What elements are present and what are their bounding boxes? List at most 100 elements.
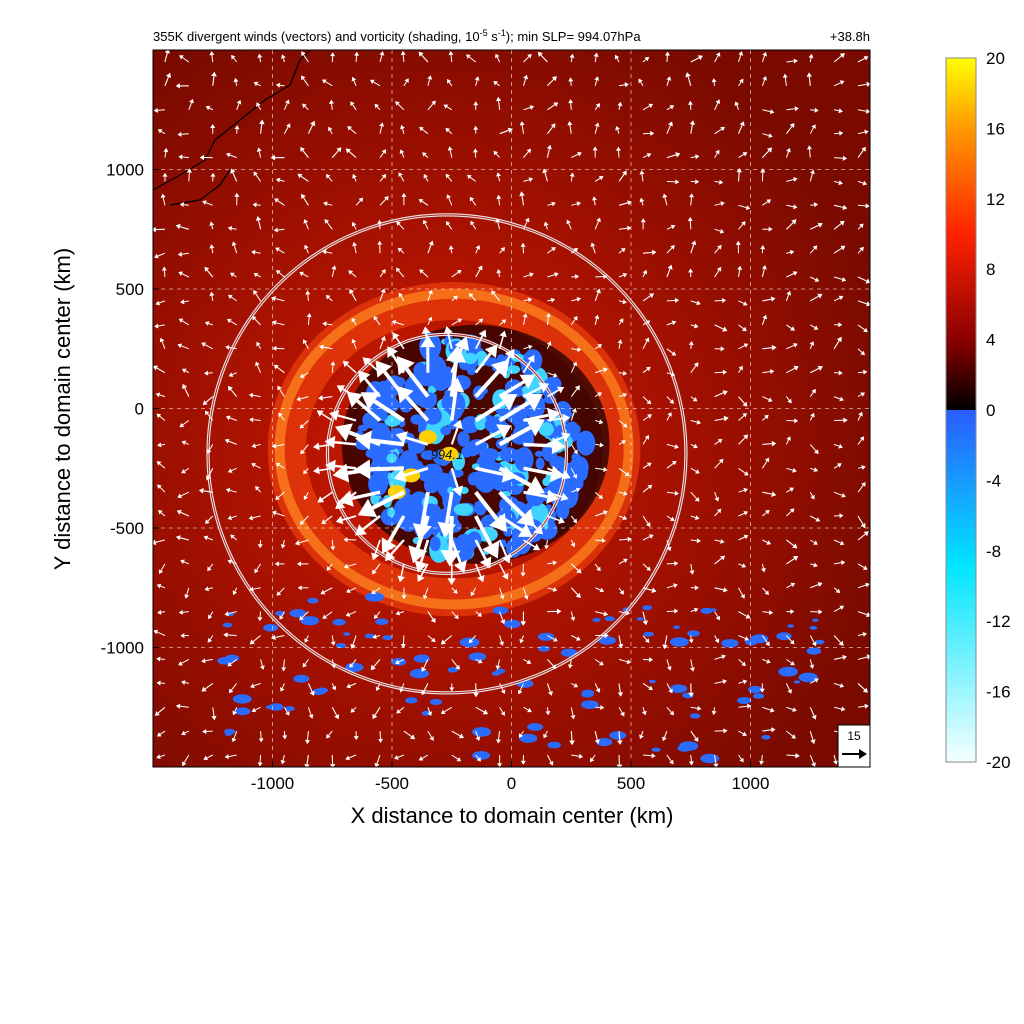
wind-vector (762, 396, 773, 402)
wind-vector (467, 174, 477, 182)
wind-vector (569, 53, 575, 63)
negative-vorticity-blob (429, 699, 442, 705)
wind-vector (786, 508, 795, 517)
wind-vector (833, 396, 844, 402)
wind-vector (690, 396, 698, 402)
wind-vector (547, 297, 556, 303)
wind-vector (738, 534, 749, 541)
negative-vorticity-blob (479, 448, 500, 461)
wind-vector (210, 172, 216, 182)
wind-vector (158, 563, 166, 574)
wind-vector (474, 539, 492, 569)
wind-vector (451, 269, 462, 278)
wind-vector (570, 361, 578, 373)
wind-vector (201, 682, 214, 692)
wind-vector (322, 611, 333, 619)
wind-vector (738, 659, 746, 667)
wind-vector (785, 683, 792, 694)
wind-vector (833, 605, 845, 613)
wind-vector (809, 659, 815, 669)
wind-vector (423, 173, 429, 182)
wind-vector (153, 629, 166, 636)
wind-vector (638, 78, 644, 87)
wind-vector (469, 196, 477, 206)
x-tick-label: -500 (375, 774, 409, 793)
wind-vector (546, 341, 552, 349)
negative-vorticity-blob (289, 609, 307, 618)
wind-vector (351, 317, 357, 326)
wind-vector (547, 515, 565, 524)
wind-vector (184, 587, 190, 599)
wind-vector (473, 683, 479, 698)
wind-vector (666, 608, 679, 614)
vorticity-max-spot (418, 430, 437, 445)
wind-vector (249, 635, 261, 645)
wind-vector (523, 706, 532, 713)
wind-vector (177, 343, 189, 350)
wind-vector (762, 610, 774, 615)
wind-vector (395, 431, 429, 446)
wind-vector (355, 430, 405, 451)
wind-vector (418, 199, 429, 206)
wind-vector (666, 224, 676, 230)
wind-vector (398, 292, 405, 302)
wind-vector (231, 730, 238, 743)
negative-vorticity-blob (527, 723, 543, 731)
wind-vector (203, 754, 214, 761)
wind-vector (618, 658, 632, 665)
wind-vector (617, 339, 623, 349)
wind-vector (808, 53, 814, 63)
wind-vector (519, 635, 524, 644)
wind-vector (178, 271, 190, 278)
wind-vector (182, 754, 190, 767)
wind-vector (857, 611, 870, 618)
wind-vector (857, 276, 870, 284)
wind-vector (198, 488, 213, 494)
wind-vector (736, 168, 742, 182)
wind-vector (690, 419, 702, 425)
wind-vector (226, 318, 237, 326)
negative-vorticity-blob (596, 738, 613, 747)
wind-vector (786, 753, 800, 759)
wind-vector (468, 635, 477, 644)
wind-vector (157, 609, 165, 615)
wind-vector (714, 298, 727, 303)
wind-vector (419, 126, 429, 135)
rainband-ring (267, 281, 641, 617)
negative-vorticity-blob (506, 538, 522, 558)
negative-vorticity-blob (371, 422, 391, 449)
wind-vector (738, 204, 751, 210)
wind-vector (475, 754, 481, 762)
wind-vector (592, 196, 597, 206)
wind-vector (381, 515, 406, 554)
wind-vector (690, 585, 699, 591)
wind-vector (738, 611, 751, 619)
wind-vector (786, 249, 795, 255)
wind-vector (546, 432, 571, 446)
wind-vector (809, 754, 816, 767)
negative-vorticity-blob (649, 679, 656, 684)
wind-vector (224, 611, 237, 617)
wind-vector (738, 587, 745, 599)
wind-vector (857, 324, 868, 333)
wind-vector (491, 290, 501, 302)
wind-vector (352, 241, 358, 254)
wind-vector (519, 121, 525, 134)
wind-vector (326, 563, 333, 571)
wind-vector (475, 730, 481, 741)
negative-vorticity-blob (420, 450, 437, 460)
wind-vector (782, 73, 788, 86)
wind-vector (319, 344, 333, 350)
negative-vorticity-blob (519, 733, 538, 743)
wind-vector (271, 320, 285, 326)
negative-vorticity-blob (224, 728, 236, 735)
wind-vector (594, 563, 601, 572)
wind-vector (738, 434, 749, 445)
negative-vorticity-blob (405, 697, 418, 704)
negative-vorticity-blob (752, 693, 765, 699)
wind-vector (714, 555, 726, 565)
wind-vector (714, 492, 720, 502)
wind-vector (225, 487, 237, 493)
wind-vector (157, 484, 166, 493)
wind-vector (642, 414, 652, 421)
